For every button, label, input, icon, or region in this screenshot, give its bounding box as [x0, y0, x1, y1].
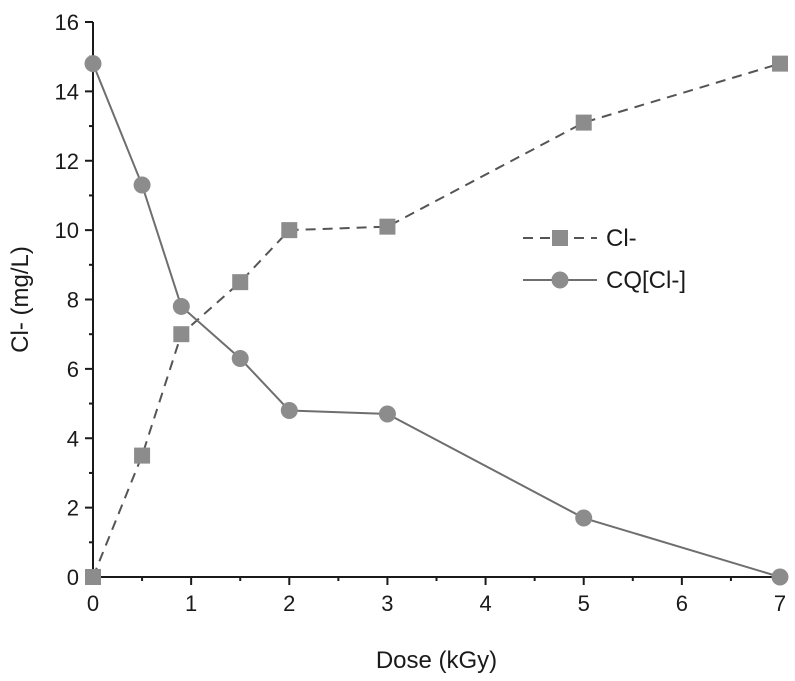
- series-cl: [85, 55, 788, 585]
- y-tick-label: 10: [55, 218, 79, 243]
- x-tick-label: 5: [578, 591, 590, 616]
- y-tick-label: 0: [67, 565, 79, 590]
- legend-label: Cl-: [606, 225, 637, 252]
- legend-marker: [551, 271, 569, 289]
- legend: Cl- CQ[Cl-]: [523, 225, 686, 294]
- data-point: [772, 55, 788, 72]
- axes: [92, 22, 780, 578]
- x-tick-label: 6: [676, 591, 688, 616]
- legend-marker: [552, 230, 568, 246]
- y-axis-title: Cl- (mg/L): [7, 246, 34, 353]
- series-cq-cl: [84, 55, 789, 586]
- data-point: [379, 218, 396, 235]
- data-point: [771, 568, 789, 586]
- y-tick-label: 16: [55, 10, 79, 35]
- y-tick-label: 6: [67, 357, 79, 382]
- data-point: [575, 114, 592, 131]
- x-axis-title: Dose (kGy): [376, 647, 497, 674]
- data-point: [232, 274, 249, 291]
- x-tick-label: 7: [774, 591, 786, 616]
- data-point: [281, 222, 298, 239]
- series-layer: [84, 55, 789, 586]
- series-line: [92, 63, 781, 578]
- x-tick-label: 2: [283, 591, 295, 616]
- y-tick-label: 2: [67, 496, 79, 521]
- x-tick-label: 4: [479, 591, 491, 616]
- data-point: [84, 55, 102, 73]
- data-point: [231, 349, 249, 367]
- data-point: [280, 402, 298, 419]
- data-point: [134, 447, 151, 464]
- y-tick-label: 14: [55, 79, 79, 104]
- data-point: [133, 176, 151, 194]
- data-point: [173, 326, 190, 343]
- data-point: [85, 569, 101, 585]
- y-tick-label: 12: [55, 149, 79, 174]
- data-point: [378, 405, 396, 423]
- y-tick-label: 4: [67, 426, 79, 451]
- x-tick-label: 1: [185, 591, 197, 616]
- y-tick-label: 8: [67, 288, 79, 313]
- data-point: [575, 509, 593, 527]
- data-point: [172, 297, 190, 315]
- x-tick-label: 0: [87, 591, 99, 616]
- legend-label: CQ[Cl-]: [606, 267, 686, 294]
- x-tick-label: 3: [381, 591, 393, 616]
